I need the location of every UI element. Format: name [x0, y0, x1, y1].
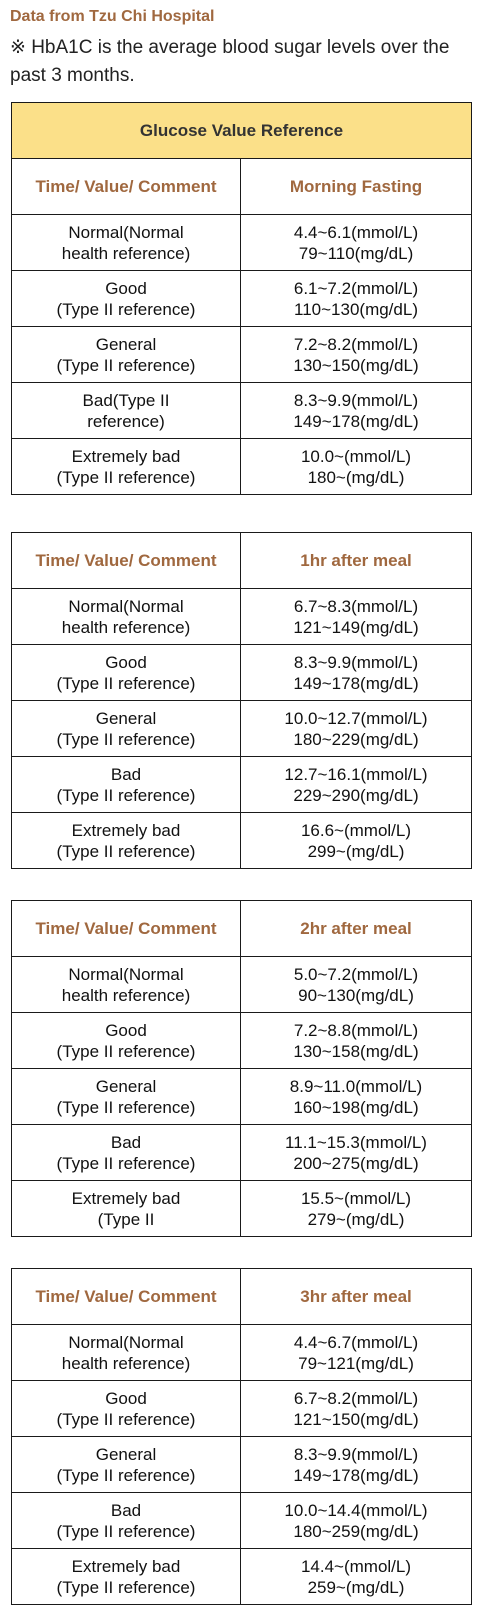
row-comment: Good (Type II reference): [11, 1380, 241, 1437]
row-comment: Extremely bad (Type II reference): [11, 812, 241, 869]
row-value: 5.0~7.2(mmol/L) 90~130(mg/dL): [240, 956, 472, 1013]
source-text: Data from Tzu Chi Hospital: [10, 8, 215, 25]
table-row: Bad (Type II reference) 12.7~16.1(mmol/L…: [11, 756, 472, 813]
row-value: 15.5~(mmol/L) 279~(mg/dL): [240, 1180, 472, 1237]
row-value: 12.7~16.1(mmol/L) 229~290(mg/dL): [240, 756, 472, 813]
one-hour-table: Time/ Value/ Comment 1hr after meal Norm…: [11, 532, 472, 869]
table-row: Normal(Normal health reference) 4.4~6.7(…: [11, 1324, 472, 1381]
table-row: Extremely bad (Type II reference) 14.4~(…: [11, 1548, 472, 1605]
hba1c-note: ※ HbA1C is the average blood sugar level…: [10, 37, 450, 86]
row-comment: General (Type II reference): [11, 700, 241, 757]
table-row: Extremely bad (Type II reference) 10.0~(…: [11, 438, 472, 495]
table-row: Good (Type II reference) 8.3~9.9(mmol/L)…: [11, 644, 472, 701]
row-comment: Extremely bad (Type II: [11, 1180, 241, 1237]
row-value: 6.7~8.3(mmol/L) 121~149(mg/dL): [240, 588, 472, 645]
header-comment: Time/ Value/ Comment: [11, 900, 241, 957]
row-value: 4.4~6.1(mmol/L) 79~110(mg/dL): [240, 214, 472, 271]
table-row: General (Type II reference) 7.2~8.2(mmol…: [11, 326, 472, 383]
row-value: 10.0~12.7(mmol/L) 180~229(mg/dL): [240, 700, 472, 757]
header-time: 3hr after meal: [240, 1268, 472, 1325]
table-row: Bad(Type II reference) 8.3~9.9(mmol/L) 1…: [11, 382, 472, 439]
row-value: 10.0~14.4(mmol/L) 180~259(mg/dL): [240, 1492, 472, 1549]
row-value: 14.4~(mmol/L) 259~(mg/dL): [240, 1548, 472, 1605]
row-comment: Normal(Normal health reference): [11, 588, 241, 645]
row-comment: General (Type II reference): [11, 1068, 241, 1125]
row-comment: Good (Type II reference): [11, 644, 241, 701]
row-comment: General (Type II reference): [11, 326, 241, 383]
header-comment: Time/ Value/ Comment: [11, 532, 241, 589]
table-row: Good (Type II reference) 7.2~8.8(mmol/L)…: [11, 1012, 472, 1069]
row-comment: Good (Type II reference): [11, 270, 241, 327]
two-hour-table: Time/ Value/ Comment 2hr after meal Norm…: [11, 900, 472, 1237]
table-row: General (Type II reference) 10.0~12.7(mm…: [11, 700, 472, 757]
three-hour-table: Time/ Value/ Comment 3hr after meal Norm…: [11, 1268, 472, 1605]
table-title: Glucose Value Reference: [11, 102, 472, 159]
row-value: 8.3~9.9(mmol/L) 149~178(mg/dL): [240, 1436, 472, 1493]
table-row: Bad (Type II reference) 11.1~15.3(mmol/L…: [11, 1124, 472, 1181]
header-comment: Time/ Value/ Comment: [11, 1268, 241, 1325]
row-value: 8.9~11.0(mmol/L) 160~198(mg/dL): [240, 1068, 472, 1125]
row-comment: Normal(Normal health reference): [11, 214, 241, 271]
table-row: Extremely bad (Type II reference) 16.6~(…: [11, 812, 472, 869]
row-value: 6.7~8.2(mmol/L) 121~150(mg/dL): [240, 1380, 472, 1437]
row-comment: Normal(Normal health reference): [11, 956, 241, 1013]
row-comment: Bad (Type II reference): [11, 1492, 241, 1549]
row-comment: Bad (Type II reference): [11, 1124, 241, 1181]
table-row: Normal(Normal health reference) 5.0~7.2(…: [11, 956, 472, 1013]
row-value: 7.2~8.2(mmol/L) 130~150(mg/dL): [240, 326, 472, 383]
header-comment: Time/ Value/ Comment: [11, 158, 241, 215]
row-comment: Normal(Normal health reference): [11, 1324, 241, 1381]
row-value: 16.6~(mmol/L) 299~(mg/dL): [240, 812, 472, 869]
row-comment: Extremely bad (Type II reference): [11, 1548, 241, 1605]
row-comment: Good (Type II reference): [11, 1012, 241, 1069]
table-row: Normal(Normal health reference) 6.7~8.3(…: [11, 588, 472, 645]
row-value: 6.1~7.2(mmol/L) 110~130(mg/dL): [240, 270, 472, 327]
row-comment: Extremely bad (Type II reference): [11, 438, 241, 495]
table-row: Extremely bad (Type II 15.5~(mmol/L) 279…: [11, 1180, 472, 1237]
row-value: 4.4~6.7(mmol/L) 79~121(mg/dL): [240, 1324, 472, 1381]
row-comment: Bad (Type II reference): [11, 756, 241, 813]
row-value: 7.2~8.8(mmol/L) 130~158(mg/dL): [240, 1012, 472, 1069]
row-comment: General (Type II reference): [11, 1436, 241, 1493]
header-time: 2hr after meal: [240, 900, 472, 957]
morning-fasting-table: Glucose Value Reference Time/ Value/ Com…: [11, 102, 472, 495]
row-value: 8.3~9.9(mmol/L) 149~178(mg/dL): [240, 644, 472, 701]
table-row: Bad (Type II reference) 10.0~14.4(mmol/L…: [11, 1492, 472, 1549]
table-row: Normal(Normal health reference) 4.4~6.1(…: [11, 214, 472, 271]
row-value: 11.1~15.3(mmol/L) 200~275(mg/dL): [240, 1124, 472, 1181]
row-comment: Bad(Type II reference): [11, 382, 241, 439]
header-time: 1hr after meal: [240, 532, 472, 589]
table-row: General (Type II reference) 8.9~11.0(mmo…: [11, 1068, 472, 1125]
row-value: 8.3~9.9(mmol/L) 149~178(mg/dL): [240, 382, 472, 439]
table-row: Good (Type II reference) 6.7~8.2(mmol/L)…: [11, 1380, 472, 1437]
table-row: Good (Type II reference) 6.1~7.2(mmol/L)…: [11, 270, 472, 327]
table-row: General (Type II reference) 8.3~9.9(mmol…: [11, 1436, 472, 1493]
header-time: Morning Fasting: [240, 158, 472, 215]
row-value: 10.0~(mmol/L) 180~(mg/dL): [240, 438, 472, 495]
